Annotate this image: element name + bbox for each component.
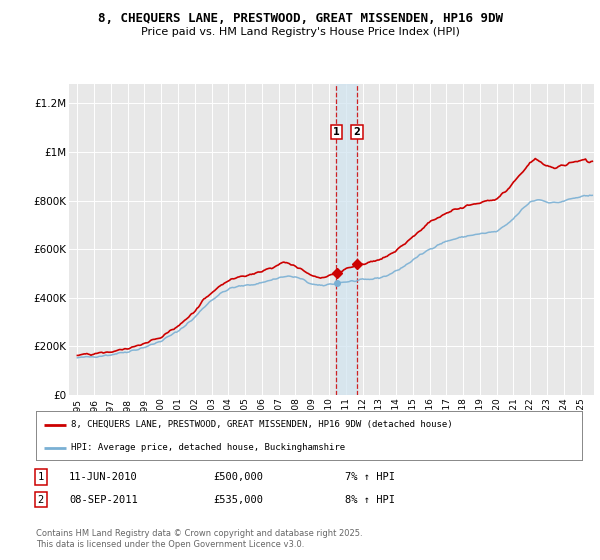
Text: 08-SEP-2011: 08-SEP-2011 [69, 494, 138, 505]
Text: 2: 2 [38, 494, 44, 505]
Text: £535,000: £535,000 [213, 494, 263, 505]
Text: 8, CHEQUERS LANE, PRESTWOOD, GREAT MISSENDEN, HP16 9DW (detached house): 8, CHEQUERS LANE, PRESTWOOD, GREAT MISSE… [71, 421, 453, 430]
Text: 11-JUN-2010: 11-JUN-2010 [69, 472, 138, 482]
Text: 7% ↑ HPI: 7% ↑ HPI [345, 472, 395, 482]
Text: 1: 1 [333, 127, 340, 137]
Text: 1: 1 [38, 472, 44, 482]
Bar [337, 84, 357, 395]
Text: HPI: Average price, detached house, Buckinghamshire: HPI: Average price, detached house, Buck… [71, 444, 346, 452]
Text: 2: 2 [353, 127, 361, 137]
Text: 8% ↑ HPI: 8% ↑ HPI [345, 494, 395, 505]
Text: Price paid vs. HM Land Registry's House Price Index (HPI): Price paid vs. HM Land Registry's House … [140, 27, 460, 37]
Text: £500,000: £500,000 [213, 472, 263, 482]
Text: 8, CHEQUERS LANE, PRESTWOOD, GREAT MISSENDEN, HP16 9DW: 8, CHEQUERS LANE, PRESTWOOD, GREAT MISSE… [97, 12, 503, 25]
Text: Contains HM Land Registry data © Crown copyright and database right 2025.
This d: Contains HM Land Registry data © Crown c… [36, 529, 362, 549]
